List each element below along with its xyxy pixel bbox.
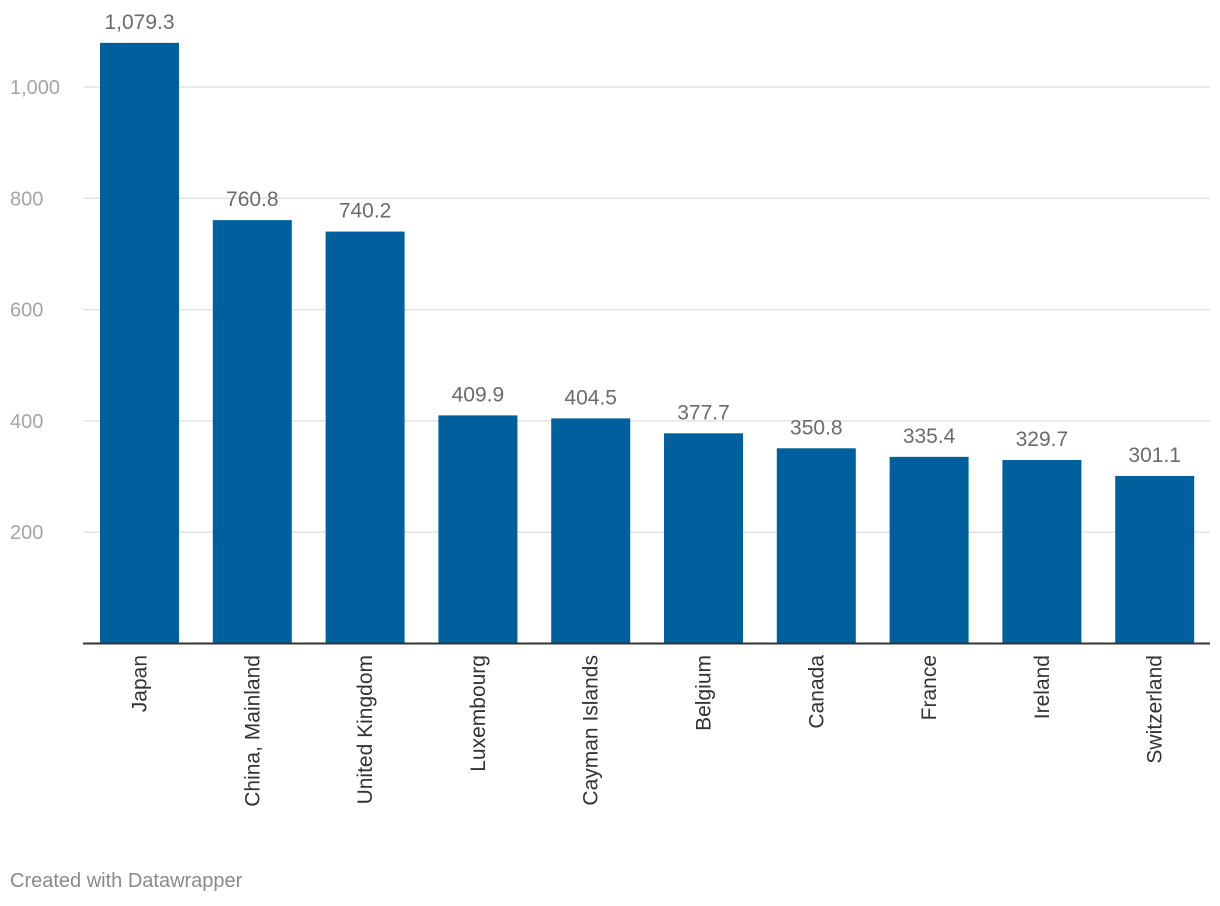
footer-credit: Created with Datawrapper [10, 870, 243, 892]
bar [889, 456, 969, 644]
x-tick-label: China, Mainland [241, 655, 264, 807]
data-label: 301.1 [1128, 444, 1181, 467]
data-label: 329.7 [1016, 428, 1069, 451]
x-tick-label: Cayman Islands [580, 655, 603, 806]
x-tick-label: Switzerland [1144, 655, 1167, 764]
y-tick-label: 400 [10, 411, 43, 433]
data-label: 760.8 [226, 188, 279, 211]
data-label: 335.4 [903, 425, 956, 448]
y-tick-label: 1,000 [10, 77, 60, 99]
data-label: 740.2 [339, 200, 392, 223]
x-tick-label: Luxembourg [467, 655, 490, 772]
y-tick-label: 800 [10, 188, 43, 210]
bar [438, 415, 518, 644]
bar [776, 448, 856, 644]
data-label: 404.5 [564, 386, 617, 409]
bar [212, 220, 292, 644]
x-tick-label: France [918, 655, 941, 720]
data-label: 1,079.3 [104, 11, 174, 34]
data-label: 350.8 [790, 416, 843, 439]
bar [100, 42, 179, 644]
x-tick-label: Canada [805, 655, 828, 729]
bar [664, 433, 743, 644]
y-tick-label: 600 [10, 300, 43, 322]
x-tick-label: Ireland [1031, 655, 1054, 719]
x-tick-label: Japan [129, 655, 152, 712]
bar [1002, 460, 1082, 644]
x-tick-label: Belgium [693, 655, 716, 731]
data-label: 409.9 [452, 383, 505, 406]
x-tick-label: United Kingdom [354, 655, 377, 804]
bar [1115, 475, 1195, 644]
bar [551, 418, 631, 644]
bar [325, 231, 405, 644]
y-tick-label: 200 [10, 522, 43, 544]
data-label: 377.7 [677, 401, 730, 424]
